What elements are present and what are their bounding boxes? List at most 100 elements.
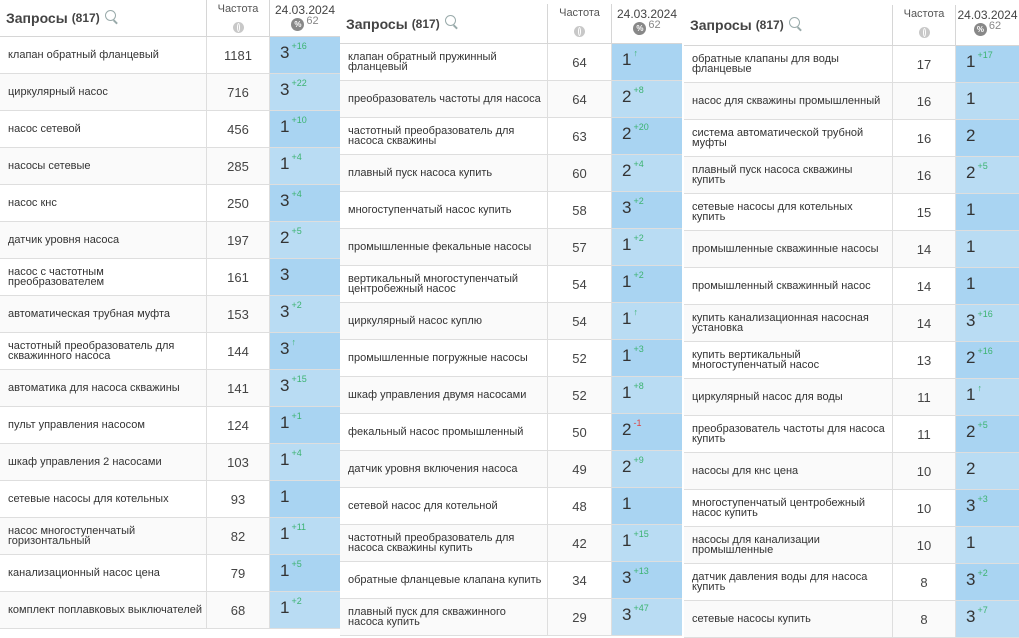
- position-cell: 3 +15: [270, 370, 340, 406]
- query-text[interactable]: частотный преобразователь для насоса скв…: [340, 118, 548, 154]
- position-cell: 1 +4: [270, 444, 340, 480]
- queries-column-header[interactable]: Запросы (817): [340, 4, 548, 43]
- position-value: 1: [622, 309, 632, 328]
- query-text[interactable]: обратные клапаны для воды фланцевые: [684, 46, 893, 82]
- query-text[interactable]: клапан обратный пружинный фланцевый: [340, 44, 548, 80]
- query-text[interactable]: датчик давления воды для насоса купить: [684, 564, 893, 600]
- query-text[interactable]: купить вертикальный многоступенчатый нас…: [684, 342, 893, 378]
- query-text[interactable]: промышленный скважинный насос: [684, 268, 893, 304]
- position-value: 1: [622, 494, 632, 513]
- table-row: промышленный скважинный насос 14 1: [684, 268, 1019, 305]
- position-change: +15: [291, 374, 307, 384]
- query-text[interactable]: сетевые насосы для котельных купить: [684, 194, 893, 230]
- position-change: +2: [291, 300, 302, 310]
- query-text[interactable]: автоматика для насоса скважины: [0, 370, 207, 406]
- position-change: +5: [291, 559, 302, 569]
- frequency-value: 52: [548, 377, 612, 413]
- query-text[interactable]: промышленные фекальные насосы: [340, 229, 548, 265]
- query-text[interactable]: шкаф управления двумя насосами: [340, 377, 548, 413]
- queries-column-header[interactable]: Запросы (817): [0, 0, 207, 36]
- query-text[interactable]: многоступенчатый насос купить: [340, 192, 548, 228]
- query-text[interactable]: преобразователь частоты для насоса купит…: [684, 416, 893, 452]
- position-change: +22: [291, 78, 307, 88]
- query-text[interactable]: вертикальный многоступенчатый центробежн…: [340, 266, 548, 302]
- table-row: автоматическая трубная муфта 153 3 +2: [0, 296, 340, 333]
- query-text[interactable]: датчик уровня насоса: [0, 222, 207, 258]
- frequency-column-header[interactable]: Частота: [548, 4, 612, 43]
- percent-icon: %: [291, 18, 305, 31]
- position-value: 1: [622, 346, 632, 365]
- table-row: сетевой насос для котельной 48 1: [340, 488, 682, 525]
- queries-column-header[interactable]: Запросы (817): [684, 5, 893, 45]
- frequency-label: Частота: [559, 7, 600, 19]
- query-text[interactable]: частотный преобразователь для скважинног…: [0, 333, 207, 369]
- search-icon[interactable]: [788, 16, 800, 28]
- table-row: промышленные погружные насосы 52 1 +3: [340, 340, 682, 377]
- date-column-header[interactable]: 24.03.2024% 62: [612, 4, 682, 43]
- position-cell: 1 +2: [612, 266, 682, 302]
- queries-header-title: Запросы: [346, 15, 408, 32]
- position-change: +4: [291, 189, 302, 199]
- query-text[interactable]: фекальный насос промышленный: [340, 414, 548, 450]
- frequency-value: 250: [207, 185, 270, 221]
- query-text[interactable]: многоступенчатый центробежный насос купи…: [684, 490, 893, 526]
- table-row: насосы сетевые 285 1 +4: [0, 148, 340, 185]
- query-text[interactable]: циркулярный насос куплю: [340, 303, 548, 339]
- query-text[interactable]: купить канализационная насосная установк…: [684, 305, 893, 341]
- query-text[interactable]: обратные фланцевые клапана купить: [340, 562, 548, 598]
- query-text[interactable]: промышленные скважинные насосы: [684, 231, 893, 267]
- position-change: +2: [977, 568, 988, 578]
- query-text[interactable]: клапан обратный фланцевый: [0, 37, 207, 73]
- search-icon[interactable]: [104, 9, 116, 21]
- query-text[interactable]: автоматическая трубная муфта: [0, 296, 207, 332]
- position-cell: 2 +8: [612, 81, 682, 117]
- position-change: +13: [633, 566, 649, 576]
- search-icon[interactable]: [444, 15, 456, 26]
- frequency-column-header[interactable]: Частота: [207, 0, 270, 36]
- results-panel-2: Запросы (817) Частота 24.03.2024% 62 клапан о…: [340, 4, 682, 636]
- table-row: купить канализационная насосная установк…: [684, 305, 1019, 342]
- query-text[interactable]: промышленные погружные насосы: [340, 340, 548, 376]
- position-change: +5: [977, 161, 988, 171]
- query-text[interactable]: циркулярный насос для воды: [684, 379, 893, 415]
- query-text[interactable]: плавный пуск насоса скважины купить: [684, 157, 893, 193]
- query-text[interactable]: плавный пуск для скважинного насоса купи…: [340, 599, 548, 635]
- query-text[interactable]: комплект поплавковых выключателей: [0, 592, 207, 628]
- position-cell: 3 +2: [956, 564, 1019, 600]
- position-change: -1: [633, 418, 642, 428]
- query-text[interactable]: преобразователь частоты для насоса: [340, 81, 548, 117]
- query-text[interactable]: насос кнс: [0, 185, 207, 221]
- query-text[interactable]: пульт управления насосом: [0, 407, 207, 443]
- query-text[interactable]: насосы для кнс цена: [684, 453, 893, 489]
- frequency-column-header[interactable]: Частота: [893, 5, 956, 45]
- query-text[interactable]: плавный пуск насоса купить: [340, 155, 548, 191]
- position-value: 1: [280, 524, 290, 543]
- query-text[interactable]: насос многоступенчатый горизонтальный: [0, 518, 207, 554]
- frequency-value: 52: [548, 340, 612, 376]
- position-cell: 2 +5: [956, 416, 1019, 452]
- query-text[interactable]: насосы сетевые: [0, 148, 207, 184]
- query-text[interactable]: сетевые насосы для котельных: [0, 481, 207, 517]
- frequency-value: 60: [548, 155, 612, 191]
- query-text[interactable]: насос сетевой: [0, 111, 207, 147]
- query-text[interactable]: система автоматической трубной муфты: [684, 120, 893, 156]
- position-cell: 1 +10: [270, 111, 340, 147]
- query-text[interactable]: насос с частотным преобразователем: [0, 259, 207, 295]
- query-text[interactable]: насосы для канализации промышленные: [684, 527, 893, 563]
- table-row: автоматика для насоса скважины 141 3 +15: [0, 370, 340, 407]
- query-text[interactable]: частотный преобразователь для насоса скв…: [340, 525, 548, 561]
- date-column-header[interactable]: 24.03.2024% 62: [956, 5, 1019, 45]
- frequency-value: 57: [548, 229, 612, 265]
- position-cell: 1 +11: [270, 518, 340, 554]
- query-text[interactable]: сетевой насос для котельной: [340, 488, 548, 524]
- query-text[interactable]: циркулярный насос: [0, 74, 207, 110]
- table-row: клапан обратный фланцевый 1181 3 +16: [0, 37, 340, 74]
- date-column-header[interactable]: 24.03.2024% 62: [270, 0, 340, 36]
- query-text[interactable]: канализационный насос цена: [0, 555, 207, 591]
- query-text[interactable]: насос для скважины промышленный: [684, 83, 893, 119]
- position-cell: 1 ↑: [956, 379, 1019, 415]
- query-text[interactable]: шкаф управления 2 насосами: [0, 444, 207, 480]
- query-text[interactable]: датчик уровня включения насоса: [340, 451, 548, 487]
- query-text[interactable]: сетевые насосы купить: [684, 601, 893, 637]
- position-value: 2: [622, 124, 632, 143]
